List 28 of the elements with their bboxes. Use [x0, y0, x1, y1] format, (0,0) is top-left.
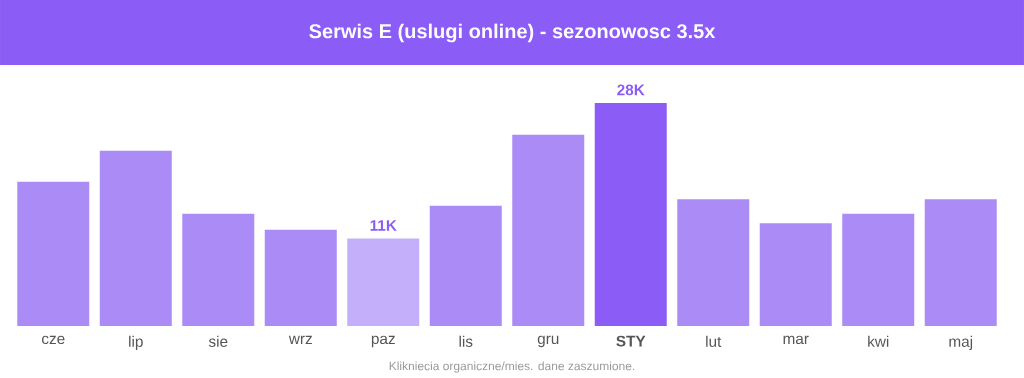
text: Klikniecia organiczne/mies. dane zaszumione.: [389, 361, 635, 373]
x-tick-label: lip: [129, 335, 143, 350]
bar: [842, 213, 915, 326]
x-tick-label: lut: [706, 335, 722, 347]
bar: [512, 134, 585, 326]
bar: [677, 199, 750, 326]
data-label: 11K: [370, 220, 397, 231]
bar: [924, 199, 997, 326]
bar: [759, 223, 832, 326]
bar: [429, 205, 502, 326]
bar: [17, 181, 90, 326]
bar: [347, 238, 420, 326]
x-tick-label: lis: [459, 335, 473, 347]
bar: [264, 229, 337, 326]
x-tick-label: gru: [537, 335, 559, 348]
data-label: 28K: [617, 84, 645, 96]
bar: [182, 213, 255, 326]
x-tick-label: maj: [949, 335, 973, 350]
chart-title: Serwis E (uslugi online) - sezonowosc 3.5x: [309, 23, 716, 43]
bar: [99, 150, 172, 326]
bar: [594, 103, 667, 326]
x-tick-label: kwi: [868, 335, 889, 347]
x-tick-label: STY: [616, 335, 646, 347]
x-tick-label: sie: [208, 335, 228, 347]
x-tick-label: paz: [371, 335, 395, 348]
x-tick-label: wrz: [288, 335, 312, 344]
x-tick-label: mar: [783, 335, 809, 345]
x-tick-label: cze: [41, 335, 65, 345]
